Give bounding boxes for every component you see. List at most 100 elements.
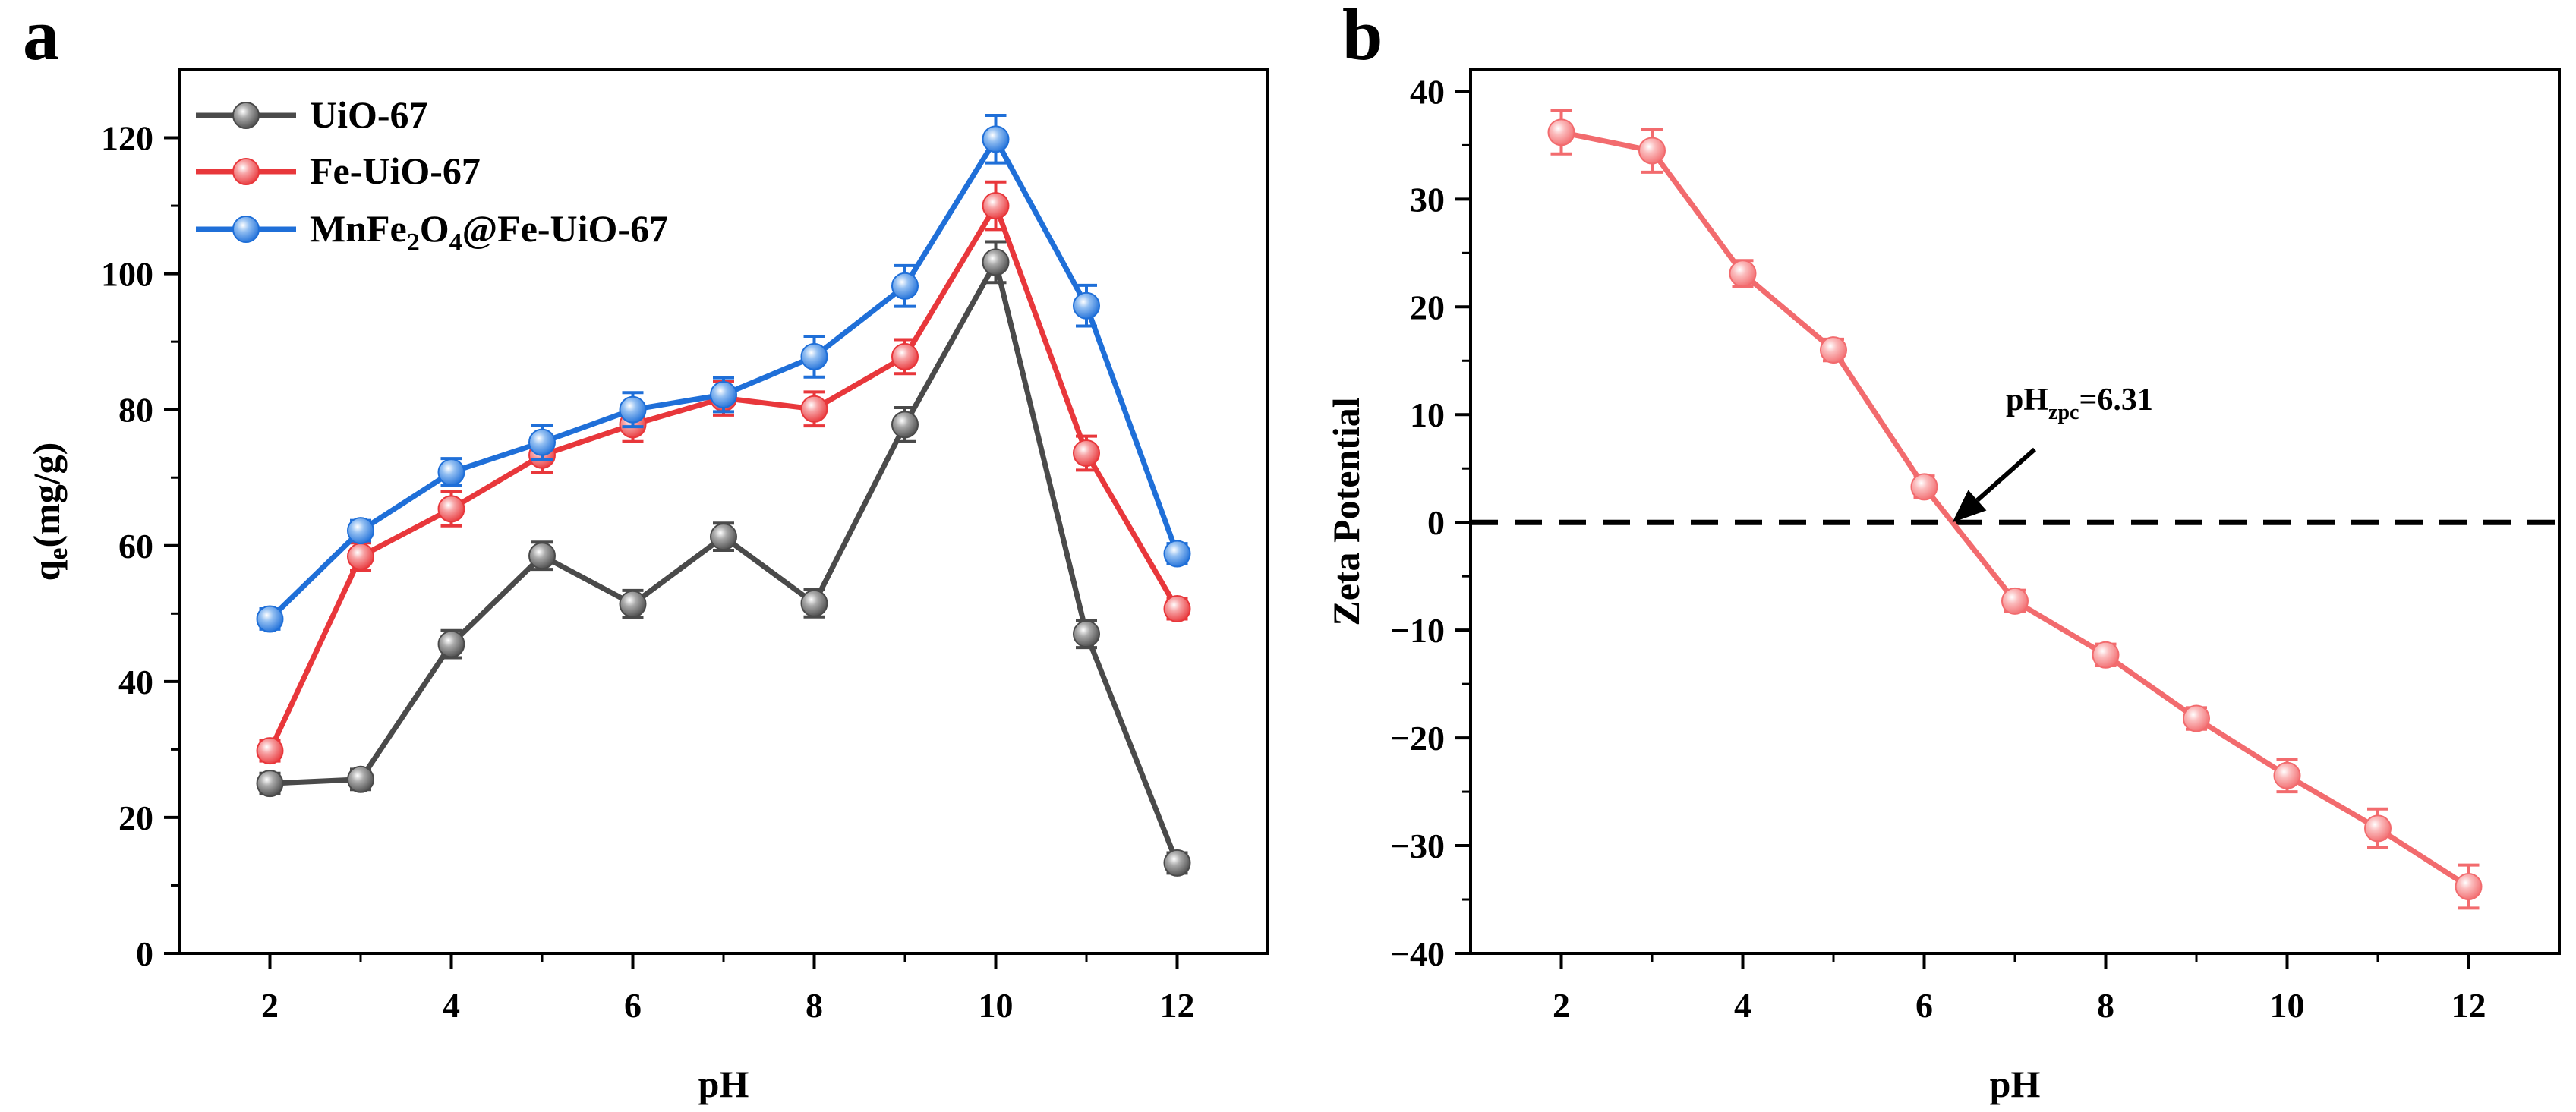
y-tick-label: 20: [118, 799, 153, 837]
y-tick-label: 40: [1410, 72, 1445, 111]
series-uio-67: [256, 240, 1191, 877]
text-part: 2: [407, 228, 420, 257]
y-tick-label: 80: [118, 391, 153, 430]
y-axis-label-a: qe(mg/g): [25, 443, 73, 581]
legend-marker: [232, 216, 260, 243]
data-point: [1547, 118, 1575, 146]
data-point: [2001, 587, 2029, 615]
series-line: [270, 259, 1180, 865]
data-point: [1910, 473, 1938, 501]
x-tick-label: 8: [806, 986, 823, 1025]
y-tick-label: 0: [1427, 503, 1445, 542]
data-point: [2364, 814, 2392, 843]
x-tick-label: 6: [1915, 986, 1933, 1025]
legend-marker: [232, 102, 260, 129]
text-part: UiO-67: [310, 93, 428, 136]
text-part: MnFe: [310, 207, 407, 250]
annotation-arrow-head: [1952, 490, 1987, 523]
panel-label-b: b: [1342, 0, 1383, 75]
series-fe-uio-67: [256, 180, 1191, 765]
x-tick-label: 12: [2451, 986, 2486, 1025]
legend-item: MnFe2O4@Fe-UiO-67: [196, 207, 668, 257]
series-line: [1560, 129, 2470, 889]
text-part: O: [420, 207, 449, 250]
data-point: [347, 543, 374, 571]
plot-frame-b: [1469, 68, 2561, 955]
data-point: [2273, 761, 2301, 789]
data-point: [982, 192, 1010, 220]
data-point: [710, 523, 737, 551]
data-point: [1729, 260, 1757, 288]
panel-b: b 2 4 6 8 10 12 −40 −30 −20 −10 0 10 20 30 40 pHzpc=6.…: [1325, 0, 2561, 1105]
x-tick-label: 10: [979, 986, 1014, 1025]
data-point: [256, 605, 284, 633]
data-point: [1638, 137, 1666, 165]
data-point: [437, 458, 465, 487]
data-point: [1073, 620, 1100, 648]
text-part: @Fe-UiO-67: [462, 207, 668, 250]
data-point: [1163, 849, 1191, 877]
text-part: 4: [449, 228, 462, 257]
data-point: [1163, 595, 1191, 623]
text-part: =6.31: [2079, 383, 2152, 417]
data-point: [347, 517, 374, 545]
data-point: [528, 542, 556, 570]
data-point: [2455, 872, 2483, 900]
data-point: [528, 428, 556, 456]
y-tick-label: −20: [1390, 719, 1445, 758]
data-point: [891, 411, 919, 439]
y-tick-label: −40: [1390, 934, 1445, 973]
data-point: [256, 737, 284, 765]
data-point: [2092, 641, 2120, 669]
x-axis-label-a: pH: [698, 1063, 749, 1105]
data-point: [437, 495, 465, 523]
x-tick-label: 6: [624, 986, 642, 1025]
x-tick-label: 2: [261, 986, 279, 1025]
data-point: [891, 342, 919, 370]
y-tick-label: 60: [118, 527, 153, 565]
y-tick-label: −10: [1390, 611, 1445, 650]
y-tick-label: 120: [101, 119, 153, 158]
legend-item: UiO-67: [196, 93, 428, 136]
data-point: [800, 395, 828, 423]
y-tick-label: 30: [1410, 180, 1445, 219]
data-point: [710, 380, 737, 408]
y-tick-label: −30: [1390, 827, 1445, 865]
data-point: [982, 125, 1010, 153]
data-point: [347, 765, 374, 793]
data-point: [619, 590, 647, 618]
y-axis-label-b: Zeta Potential: [1325, 397, 1367, 625]
data-point: [800, 342, 828, 370]
data-point: [1073, 439, 1100, 467]
text-part: zpc: [2048, 401, 2079, 424]
series-line: [267, 203, 1180, 752]
data-point: [2183, 704, 2210, 732]
legend-marker: [232, 158, 260, 185]
x-tick-label: 8: [2097, 986, 2114, 1025]
data-point: [1820, 336, 1847, 364]
y-tick-label: 20: [1410, 288, 1445, 326]
panel-label-a: a: [23, 0, 59, 75]
pzc-annotation: pHzpc=6.31: [2006, 383, 2153, 424]
y-tick-label: 10: [1410, 395, 1445, 434]
x-tick-label: 10: [2270, 986, 2305, 1025]
data-point: [1073, 291, 1100, 320]
data-point: [256, 770, 284, 798]
data-point: [1163, 540, 1191, 568]
data-point: [800, 589, 828, 617]
data-point: [437, 630, 465, 658]
plot-frame-a: [178, 68, 1269, 955]
y-tick-label: 100: [101, 255, 153, 294]
data-point: [982, 248, 1010, 276]
legend-label: UiO-67: [310, 93, 428, 136]
series-zeta-potential: [1547, 109, 2483, 910]
y-tick-label: 40: [118, 663, 153, 701]
x-tick-label: 2: [1553, 986, 1570, 1025]
y-tick-label: 0: [136, 934, 153, 973]
x-tick-label: 4: [1734, 986, 1751, 1025]
annotation-arrow-shaft: [1975, 447, 2036, 502]
legend-a: UiO-67 Fe-UiO-67 MnFe2O4@Fe-UiO-67: [196, 93, 668, 257]
legend-item: Fe-UiO-67: [196, 150, 481, 192]
